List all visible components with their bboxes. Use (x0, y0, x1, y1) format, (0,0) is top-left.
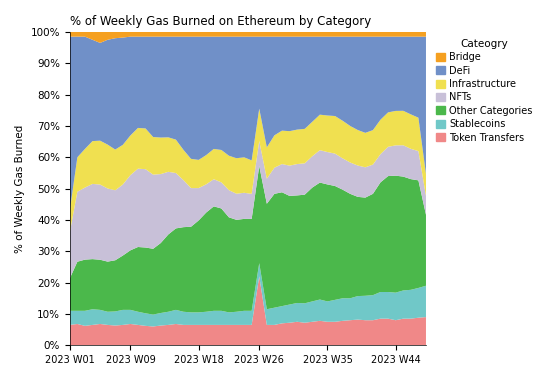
Y-axis label: % of Weekly Gas Burned: % of Weekly Gas Burned (15, 125, 25, 253)
Text: % of Weekly Gas Burned on Ethereum by Category: % of Weekly Gas Burned on Ethereum by Ca… (70, 15, 371, 28)
Legend: Bridge, DeFi, Infrastructure, NFTs, Other Categories, Stablecoins, Token Transfe: Bridge, DeFi, Infrastructure, NFTs, Othe… (434, 37, 534, 144)
